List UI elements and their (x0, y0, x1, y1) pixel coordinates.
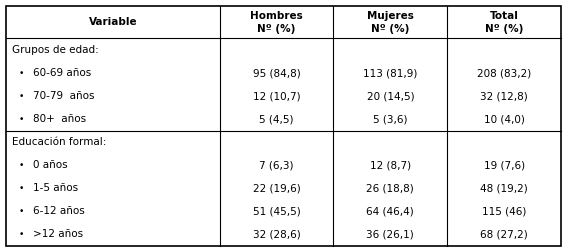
Text: 48 (19,2): 48 (19,2) (480, 183, 528, 193)
Text: •: • (19, 161, 24, 170)
Text: >12 años: >12 años (33, 230, 83, 239)
Text: 68 (27,2): 68 (27,2) (480, 230, 528, 239)
Text: Nº (%): Nº (%) (485, 24, 523, 34)
Text: •: • (19, 184, 24, 193)
Text: 32 (12,8): 32 (12,8) (480, 91, 528, 101)
Text: Educación formal:: Educación formal: (12, 137, 106, 147)
Text: 51 (45,5): 51 (45,5) (253, 206, 301, 216)
Text: 1-5 años: 1-5 años (33, 183, 78, 193)
Text: 26 (18,8): 26 (18,8) (366, 183, 414, 193)
Text: 70-79  años: 70-79 años (33, 91, 95, 101)
Text: 115 (46): 115 (46) (482, 206, 526, 216)
Text: •: • (19, 69, 24, 78)
Text: Hombres: Hombres (250, 11, 303, 21)
Text: •: • (19, 91, 24, 101)
Text: 32 (28,6): 32 (28,6) (253, 230, 301, 239)
Text: 64 (46,4): 64 (46,4) (366, 206, 414, 216)
Text: 95 (84,8): 95 (84,8) (253, 68, 301, 78)
Text: 5 (3,6): 5 (3,6) (373, 114, 408, 124)
Text: •: • (19, 230, 24, 239)
Text: 36 (26,1): 36 (26,1) (366, 230, 414, 239)
Text: 0 años: 0 años (33, 160, 68, 170)
Text: 12 (10,7): 12 (10,7) (253, 91, 301, 101)
Text: 22 (19,6): 22 (19,6) (253, 183, 301, 193)
Text: Mujeres: Mujeres (367, 11, 414, 21)
Text: •: • (19, 207, 24, 216)
Text: 113 (81,9): 113 (81,9) (363, 68, 417, 78)
Text: 19 (7,6): 19 (7,6) (484, 160, 524, 170)
Text: •: • (19, 115, 24, 124)
Text: 7 (6,3): 7 (6,3) (259, 160, 294, 170)
Text: Nº (%): Nº (%) (371, 24, 409, 34)
Text: 20 (14,5): 20 (14,5) (366, 91, 414, 101)
Text: 12 (8,7): 12 (8,7) (370, 160, 411, 170)
Text: Grupos de edad:: Grupos de edad: (12, 45, 99, 55)
Text: Total: Total (490, 11, 519, 21)
Text: 10 (4,0): 10 (4,0) (484, 114, 524, 124)
Text: 208 (83,2): 208 (83,2) (477, 68, 531, 78)
Text: 6-12 años: 6-12 años (33, 206, 85, 216)
Text: 60-69 años: 60-69 años (33, 68, 91, 78)
Text: 80+  años: 80+ años (33, 114, 86, 124)
Text: Variable: Variable (88, 17, 137, 27)
Text: 5 (4,5): 5 (4,5) (259, 114, 294, 124)
Text: Nº (%): Nº (%) (257, 24, 296, 34)
